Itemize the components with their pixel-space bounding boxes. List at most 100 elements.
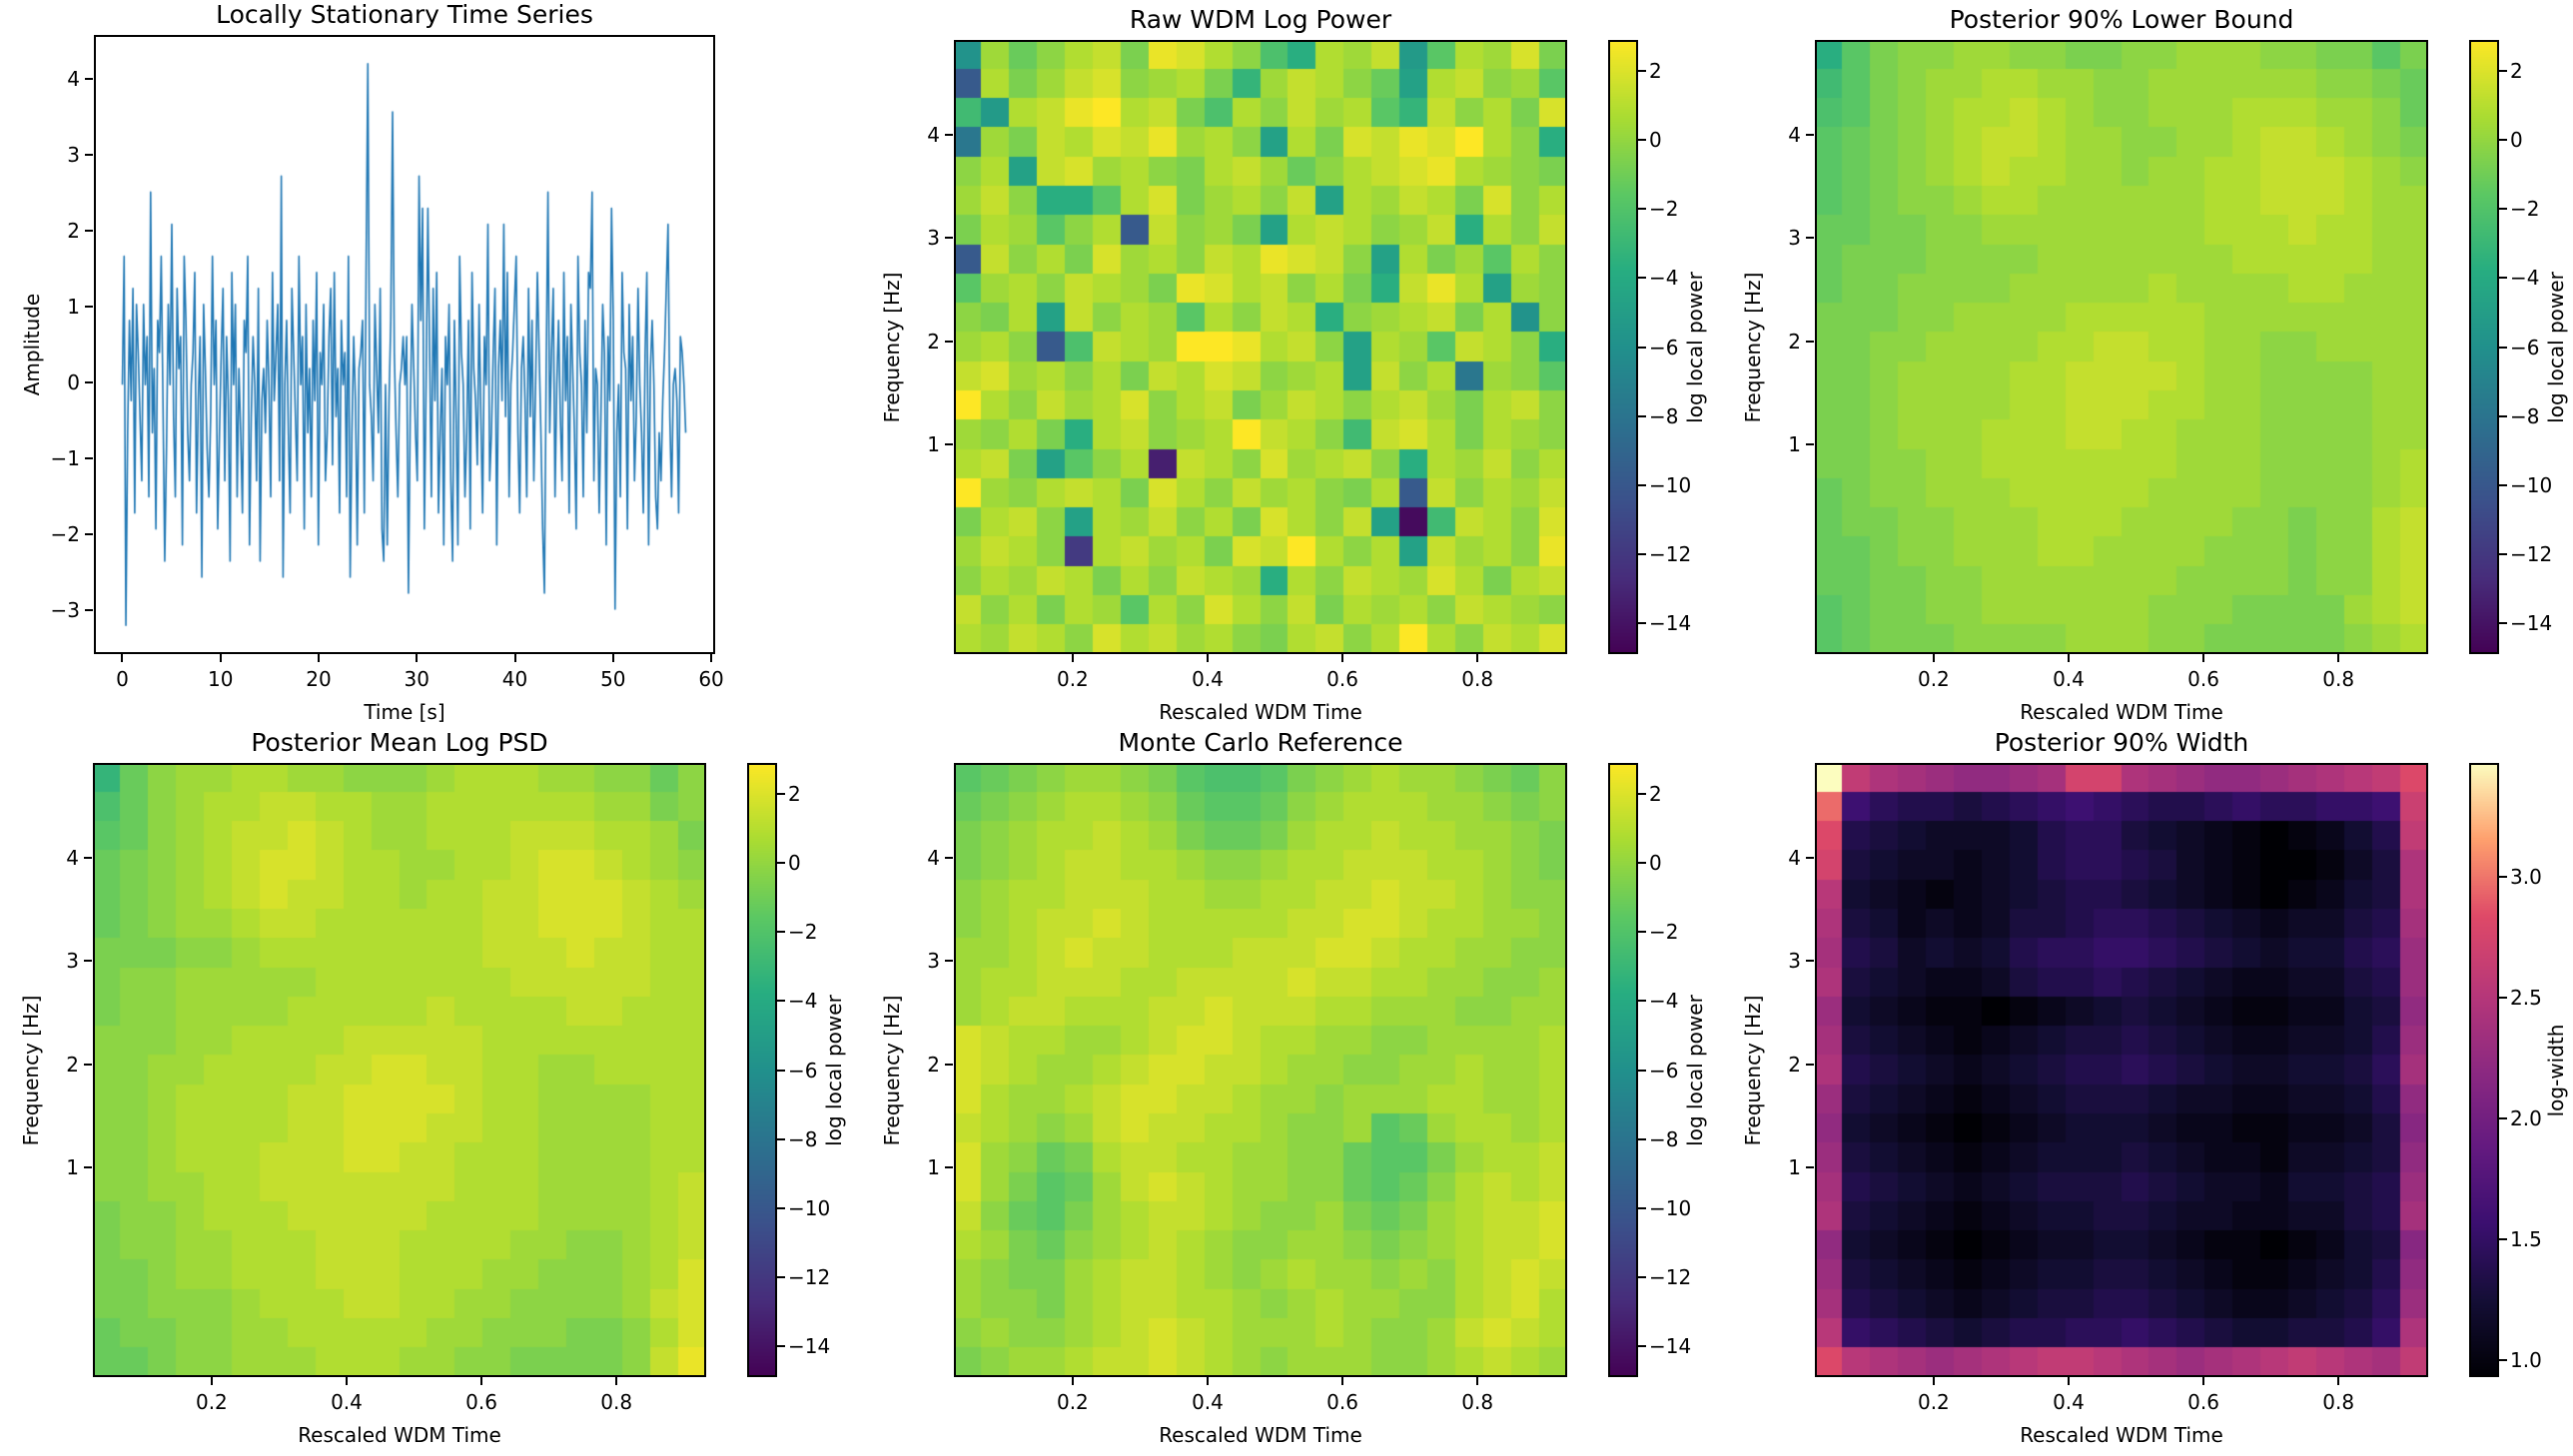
colorbar-tick-mark [777, 1206, 785, 1209]
x-tick-label: 0.2 [1056, 1390, 1089, 1414]
y-tick-mark [85, 380, 93, 383]
colorbar-tick-label: −2 [1649, 197, 1679, 222]
x-tick-mark [1071, 654, 1074, 662]
colorbar-tick-mark [1638, 1137, 1646, 1140]
colorbar-tick-mark [1638, 1000, 1646, 1003]
colorbar-tick-label: −4 [1649, 989, 1679, 1014]
colorbar-spine [747, 763, 777, 1377]
y-tick-mark [1806, 857, 1814, 860]
x-tick-label: 0.4 [331, 1390, 363, 1414]
x-tick-label: 30 [404, 667, 429, 691]
colorbar-tick-label: −10 [2510, 472, 2553, 497]
x-tick-label: 50 [600, 667, 626, 691]
y-tick-mark [945, 1166, 953, 1169]
colorbar-tick-label: −6 [1649, 335, 1679, 360]
y-tick-label: 2 [1788, 1052, 1801, 1077]
x-tick-mark [2202, 654, 2205, 662]
x-tick-label: 40 [501, 667, 528, 691]
x-tick-mark [1476, 1377, 1479, 1385]
colorbar-tick-label: −12 [788, 1264, 831, 1289]
x-tick-label: 10 [208, 667, 234, 691]
colorbar-tick-label: −8 [1649, 1126, 1679, 1151]
x-tick-label: 0.6 [1326, 667, 1358, 691]
y-tick-mark [84, 857, 92, 860]
raw-wdm-log-power-heatmap-canvas [954, 40, 1567, 654]
colorbar-tick-mark [1638, 862, 1646, 865]
colorbar-tick-mark [2499, 1237, 2507, 1240]
colorbar-spine [2469, 40, 2499, 654]
raw-wdm-log-power-colorbar-canvas [1608, 40, 1638, 654]
y-tick-label: 2 [927, 1052, 940, 1077]
x-tick-label: 20 [306, 667, 332, 691]
colorbar-tick-label: −12 [1649, 541, 1692, 566]
y-tick-label: 0 [67, 369, 80, 394]
colorbar-label: log local power [1683, 994, 1707, 1146]
colorbar-tick-label: 0 [1649, 851, 1662, 876]
y-tick-label: 4 [66, 846, 79, 871]
colorbar-tick-mark [1638, 793, 1646, 796]
y-tick-label: 1 [927, 1155, 940, 1180]
y-axis-label: Frequency [Hz] [19, 995, 43, 1145]
x-axis-label: Rescaled WDM Time [1159, 700, 1362, 724]
y-tick-label: −3 [50, 597, 80, 622]
y-tick-mark [1806, 1166, 1814, 1169]
x-tick-mark [615, 1377, 618, 1385]
x-tick-mark [1206, 654, 1209, 662]
x-tick-label: 0.8 [2322, 1390, 2355, 1414]
y-tick-mark [85, 532, 93, 535]
locally-stationary-time-series-line-canvas [94, 35, 715, 654]
colorbar-tick-mark [777, 862, 785, 865]
x-tick-label: 0.2 [1917, 1390, 1950, 1414]
colorbar-tick-mark [1638, 931, 1646, 934]
colorbar-label: log local power [1683, 271, 1707, 423]
colorbar-tick-label: 1.5 [2510, 1226, 2542, 1251]
colorbar-label: log local power [822, 994, 846, 1146]
y-tick-mark [945, 443, 953, 446]
x-tick-label: 0.6 [2187, 667, 2219, 691]
y-tick-label: −1 [50, 445, 80, 470]
colorbar-tick-mark [1638, 1206, 1646, 1209]
y-tick-label: 1 [1788, 432, 1801, 457]
plot-title: Locally Stationary Time Series [216, 0, 593, 29]
colorbar-tick-mark [777, 931, 785, 934]
colorbar-tick-mark [2499, 1359, 2507, 1362]
colorbar-tick-label: 2 [788, 782, 801, 807]
colorbar-tick-label: 2 [1649, 782, 1662, 807]
y-tick-mark [85, 306, 93, 308]
colorbar-tick-label: 0 [2510, 128, 2523, 153]
y-tick-mark [1806, 443, 1814, 446]
x-tick-label: 0.2 [1056, 667, 1089, 691]
x-tick-mark [2067, 654, 2070, 662]
y-tick-label: 2 [66, 1052, 79, 1077]
y-tick-mark [84, 1166, 92, 1169]
colorbar-tick-label: −14 [1649, 1333, 1692, 1358]
y-axis-label: Frequency [Hz] [1741, 272, 1765, 422]
colorbar-tick-label: −2 [788, 920, 818, 945]
y-tick-label: 3 [66, 949, 79, 974]
colorbar-tick-mark [777, 1275, 785, 1278]
colorbar-tick-mark [2499, 996, 2507, 999]
colorbar-tick-mark [1638, 621, 1646, 624]
colorbar-tick-label: −10 [1649, 1195, 1692, 1220]
colorbar-tick-label: −6 [788, 1058, 818, 1083]
y-axis-label: Amplitude [20, 293, 44, 396]
colorbar-tick-mark [2499, 346, 2507, 349]
axes-spine [94, 35, 715, 654]
x-axis-label: Rescaled WDM Time [1159, 1423, 1362, 1447]
x-tick-label: 0.8 [1461, 1390, 1494, 1414]
colorbar-tick-mark [1638, 483, 1646, 486]
colorbar-tick-label: −6 [1649, 1058, 1679, 1083]
colorbar-tick-mark [2499, 875, 2507, 878]
colorbar-tick-mark [1638, 277, 1646, 280]
x-tick-label: 0.4 [2053, 667, 2085, 691]
y-tick-mark [945, 340, 953, 343]
x-tick-mark [1932, 654, 1935, 662]
x-tick-label: 0.8 [2322, 667, 2355, 691]
colorbar-tick-label: −8 [788, 1126, 818, 1151]
x-tick-mark [1206, 1377, 1209, 1385]
colorbar-tick-label: 2.5 [2510, 985, 2542, 1010]
plot-title: Posterior 90% Lower Bound [1949, 5, 2294, 34]
posterior-mean-log-psd-colorbar-canvas [747, 763, 777, 1377]
y-tick-mark [1806, 340, 1814, 343]
